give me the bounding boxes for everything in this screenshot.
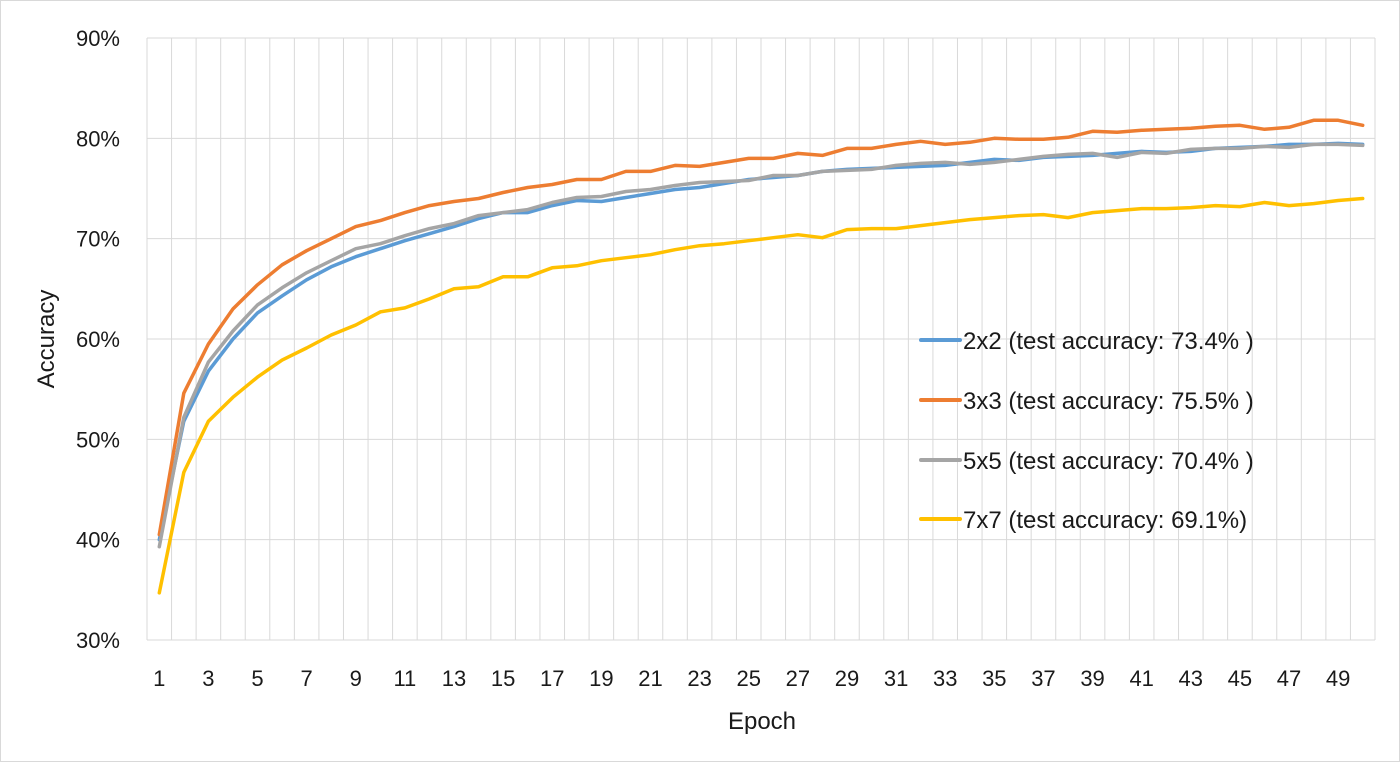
x-tick-label: 35 — [982, 666, 1006, 691]
x-tick-label: 3 — [202, 666, 214, 691]
legend-item: 3x3 (test accuracy: 75.5% ) — [919, 388, 1254, 415]
x-axis-ticks: 1 3 5 7 9 11 13 15 17 19 21 23 25 27 29 31 33 35 37 39 41 43 4… — [153, 666, 1350, 691]
x-tick-label: 21 — [638, 666, 662, 691]
series-lines — [157, 118, 1365, 595]
y-tick-label: 70% — [76, 227, 120, 252]
legend-label: 3x3 (test accuracy: 75.5% ) — [963, 388, 1254, 415]
x-tick-label: 43 — [1179, 666, 1203, 691]
x-tick-label: 33 — [933, 666, 957, 691]
x-tick-label: 47 — [1277, 666, 1301, 691]
x-tick-label: 11 — [393, 666, 416, 691]
y-tick-label: 40% — [76, 528, 120, 553]
x-tick-label: 15 — [491, 666, 515, 691]
x-tick-label: 37 — [1031, 666, 1055, 691]
legend-label: 2x2 (test accuracy: 73.4% ) — [963, 328, 1254, 355]
legend-label: 5x5 (test accuracy: 70.4% ) — [963, 448, 1254, 475]
x-tick-label: 1 — [153, 666, 165, 691]
x-tick-label: 5 — [251, 666, 263, 691]
legend-item: 5x5 (test accuracy: 70.4% ) — [919, 448, 1254, 475]
x-tick-label: 23 — [687, 666, 711, 691]
x-tick-label: 13 — [442, 666, 466, 691]
y-tick-label: 30% — [76, 628, 120, 653]
legend-label: 7x7 (test accuracy: 69.1%) — [963, 507, 1247, 534]
legend-item: 2x2 (test accuracy: 73.4% ) — [919, 328, 1254, 355]
y-axis-ticks: 30% 40% 50% 60% 70% 80% 90% — [76, 26, 120, 653]
y-tick-label: 80% — [76, 126, 120, 151]
series-line-2 — [157, 118, 1365, 537]
x-tick-label: 19 — [589, 666, 613, 691]
x-tick-label: 41 — [1129, 666, 1153, 691]
x-tick-label: 9 — [350, 666, 362, 691]
x-tick-label: 27 — [786, 666, 810, 691]
legend: 2x2 (test accuracy: 73.4% ) 3x3 (test ac… — [919, 328, 1254, 534]
x-tick-label: 39 — [1080, 666, 1104, 691]
y-tick-label: 50% — [76, 427, 120, 452]
series-line-4 — [157, 196, 1365, 595]
x-tick-label: 7 — [301, 666, 313, 691]
x-tick-label: 49 — [1326, 666, 1350, 691]
y-tick-label: 60% — [76, 327, 120, 352]
x-tick-label: 31 — [884, 666, 908, 691]
x-axis-label: Epoch — [728, 708, 796, 735]
y-axis-label: Accuracy — [33, 290, 60, 389]
series-line-3 — [157, 142, 1365, 549]
legend-item: 7x7 (test accuracy: 69.1%) — [919, 507, 1247, 534]
x-tick-label: 17 — [540, 666, 564, 691]
x-tick-label: 45 — [1228, 666, 1252, 691]
y-tick-label: 90% — [76, 26, 120, 51]
x-tick-label: 29 — [835, 666, 859, 691]
x-tick-label: 25 — [736, 666, 760, 691]
